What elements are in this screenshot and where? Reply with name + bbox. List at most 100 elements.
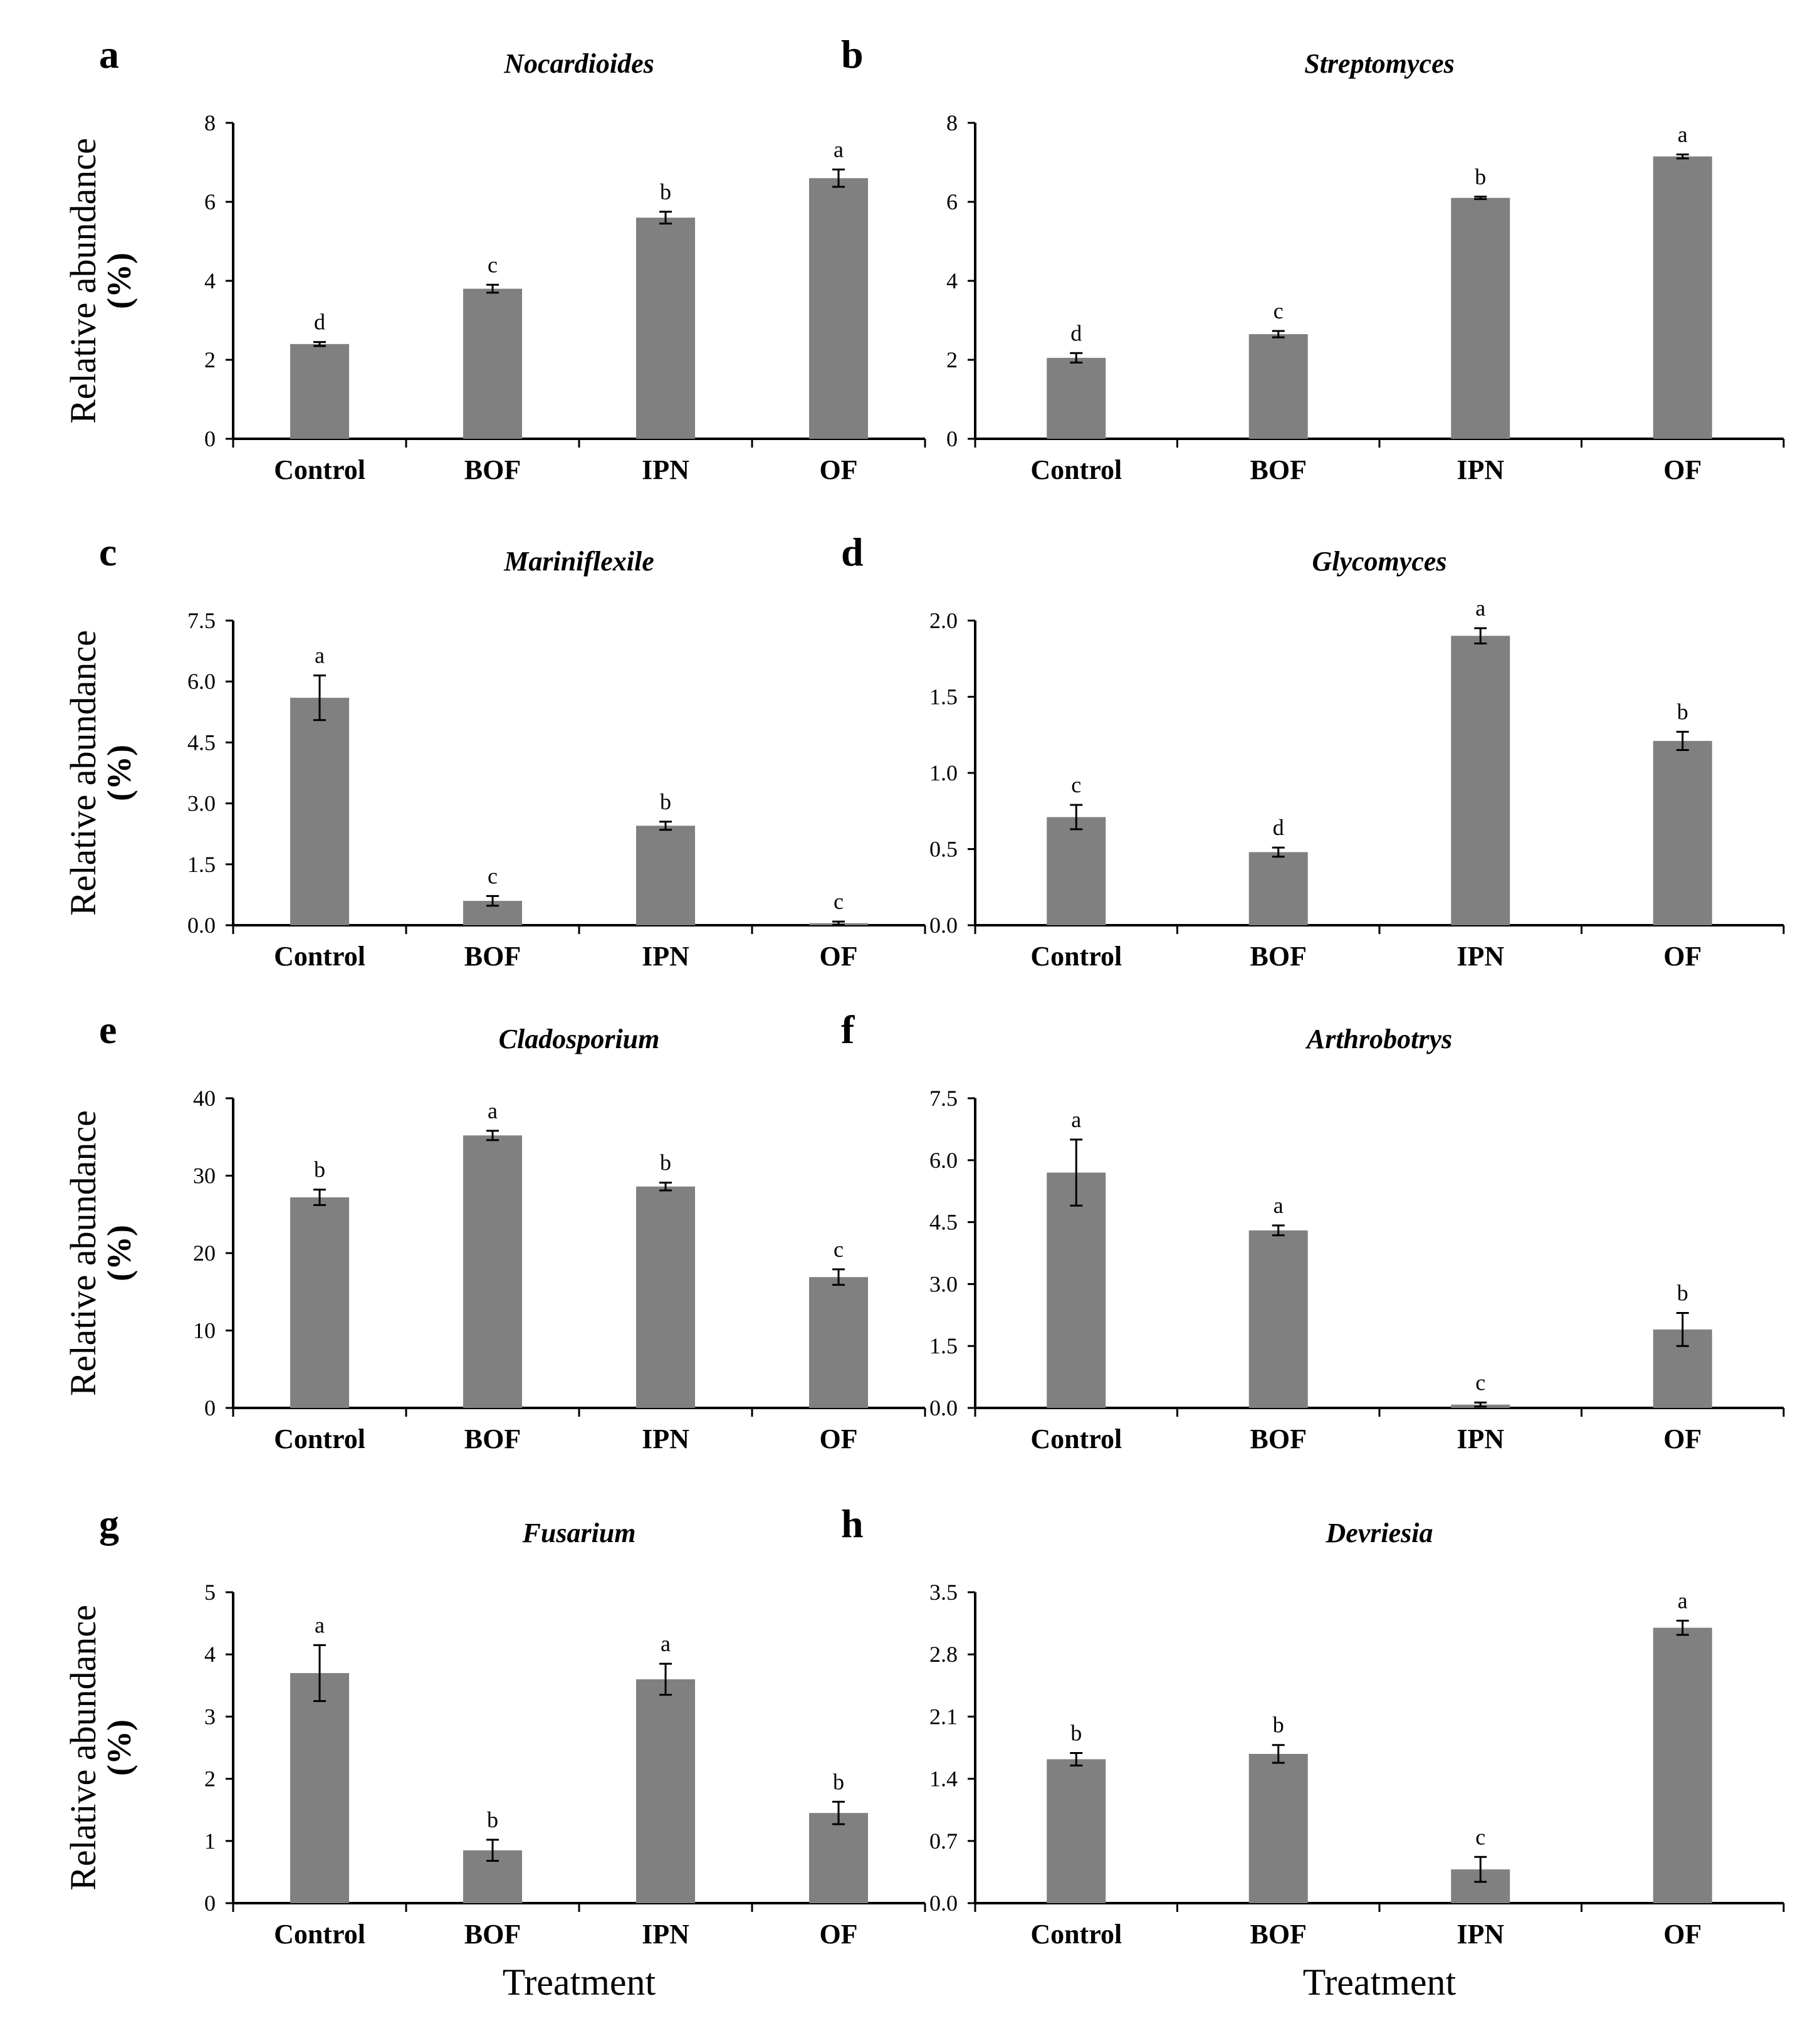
x-category-label: Control: [274, 1424, 365, 1454]
bar-bof: [1248, 1753, 1308, 1903]
panel-letter: d: [841, 530, 864, 574]
significance-letter: b: [314, 1157, 325, 1182]
error-bar: [832, 1800, 845, 1825]
chart-title: Cladosporium: [499, 1024, 660, 1054]
panel-letter: a: [99, 32, 119, 76]
chart-title: Nocardioides: [503, 48, 654, 79]
bar-control: [1047, 817, 1106, 925]
x-category-label: IPN: [1457, 1424, 1504, 1454]
error-bar: [1474, 627, 1487, 644]
y-tick-label: 2.1: [929, 1704, 958, 1729]
error-bar: [313, 674, 326, 722]
error-bar: [1272, 1744, 1285, 1764]
error-bar: [313, 1189, 326, 1206]
bar-control: [1047, 1172, 1106, 1408]
y-tick-label: 0: [204, 1395, 216, 1420]
x-category-label: BOF: [464, 941, 521, 972]
chart-title: Mariniflexile: [503, 546, 654, 577]
error-bar: [1676, 730, 1689, 752]
y-axis-label: Relative abundance: [63, 1110, 103, 1396]
error-bar: [313, 1644, 326, 1703]
significance-letter: a: [1273, 1193, 1284, 1218]
error-bar: [832, 920, 845, 926]
significance-letter: c: [1071, 772, 1081, 797]
chart-panel-h: h Devriesia 0.0 0.7 1.4 2.1 2.8 3.5 b Control b BOF…: [841, 1501, 1785, 2003]
y-tick-label: 0.7: [929, 1829, 958, 1854]
chart-panel-g: g Fusarium 0 1 2 3 4 5 a Control b BOF a IPN b OF Relati…: [63, 1501, 926, 2003]
significance-letter: b: [660, 789, 671, 814]
bar-bof: [1248, 1230, 1308, 1408]
significance-letter: a: [1678, 1588, 1688, 1613]
y-tick-label: 1.5: [929, 1333, 958, 1358]
y-tick-label: 2: [204, 1766, 216, 1792]
significance-letter: b: [660, 179, 671, 204]
x-category-label: Control: [1030, 454, 1122, 485]
chart-panel-a: a Nocardioides 0 2 4 6 8 d Control c BOF b IPN a OF Rel…: [63, 32, 926, 485]
x-category-label: Control: [1030, 941, 1122, 972]
chart-title: Glycomyces: [1312, 546, 1447, 577]
y-tick-label: 8: [204, 110, 216, 135]
significance-letter: b: [1677, 699, 1688, 724]
y-tick-label: 20: [193, 1241, 216, 1266]
x-category-label: OF: [819, 454, 857, 485]
significance-letter: a: [315, 643, 325, 668]
y-axis-label: Relative abundance: [63, 138, 103, 424]
y-tick-label: 3.0: [187, 791, 216, 816]
y-tick-label: 2.0: [929, 608, 958, 633]
error-bar: [486, 1130, 499, 1142]
chart-panel-d: d Glycomyces 0.0 0.5 1.0 1.5 2.0 c Control d BOF a I…: [841, 530, 1785, 972]
error-bar: [1474, 196, 1487, 201]
y-tick-label: 4: [204, 268, 216, 293]
error-bar: [659, 821, 672, 831]
panel-letter: b: [841, 32, 864, 76]
error-bar: [659, 1182, 672, 1192]
y-tick-label: 4: [204, 1642, 216, 1667]
y-tick-label: 0: [946, 426, 958, 451]
panel-letter: g: [99, 1501, 119, 1546]
significance-letter: c: [488, 252, 498, 277]
significance-letter: d: [1070, 320, 1082, 345]
bar-of: [809, 178, 868, 439]
bar-of: [1653, 740, 1712, 925]
error-bar: [1070, 1138, 1083, 1207]
y-tick-label: 1.4: [929, 1766, 958, 1792]
x-axis-label: Treatment: [503, 1961, 656, 2003]
bar-ipn: [1451, 197, 1510, 439]
error-bar: [832, 1268, 845, 1286]
x-category-label: IPN: [642, 454, 689, 485]
error-bar: [659, 211, 672, 225]
x-category-label: OF: [1663, 454, 1702, 485]
y-tick-label: 0.0: [187, 913, 216, 938]
panel-letter: f: [841, 1007, 855, 1052]
x-category-label: IPN: [642, 941, 689, 972]
x-category-label: OF: [1663, 1919, 1702, 1950]
bar-control: [1047, 1759, 1106, 1903]
y-axis-label: Relative abundance: [63, 630, 103, 916]
bar-ipn: [636, 1679, 695, 1903]
significance-letter: c: [1273, 298, 1284, 323]
y-tick-label: 8: [946, 110, 958, 135]
error-bar: [1272, 1224, 1285, 1237]
significance-letter: a: [1678, 122, 1688, 147]
x-category-label: IPN: [642, 1919, 689, 1950]
panel-letter: c: [99, 530, 117, 574]
bar-control: [290, 698, 349, 925]
x-category-label: BOF: [1250, 454, 1307, 485]
x-category-label: IPN: [642, 1424, 689, 1454]
y-tick-label: 40: [193, 1086, 216, 1111]
x-category-label: OF: [819, 941, 857, 972]
y-tick-label: 3: [204, 1704, 216, 1729]
error-bar: [1474, 1856, 1487, 1883]
x-category-label: IPN: [1457, 941, 1504, 972]
significance-letter: a: [315, 1612, 325, 1637]
significance-letter: b: [1475, 164, 1486, 189]
significance-letter: a: [834, 137, 844, 162]
error-bar: [1676, 1619, 1689, 1636]
error-bar: [1070, 1752, 1083, 1766]
x-category-label: IPN: [1457, 1919, 1504, 1950]
bar-of: [1653, 1627, 1712, 1903]
error-bar: [1676, 1312, 1689, 1347]
x-category-label: Control: [1030, 1424, 1122, 1454]
y-tick-label: 0.5: [929, 837, 958, 862]
